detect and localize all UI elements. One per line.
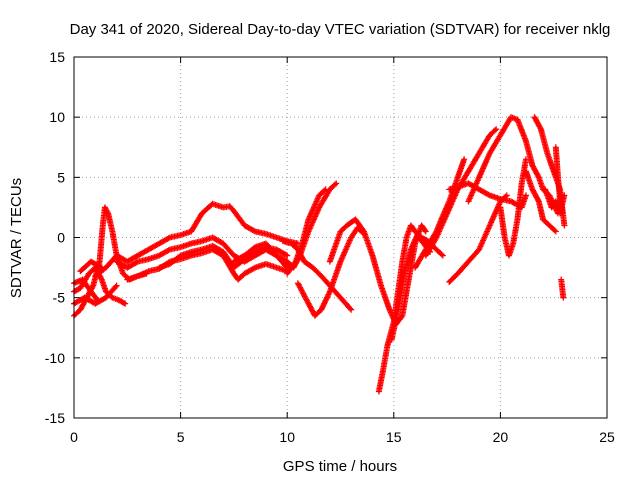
- data-point: [522, 156, 529, 163]
- plot-area: [71, 114, 568, 395]
- data-point: [347, 305, 354, 312]
- data-point: [535, 197, 542, 204]
- data-point: [112, 283, 119, 290]
- data-series: [71, 282, 120, 307]
- y-axis-label: SDTVAR / TECUs: [8, 178, 25, 298]
- data-point: [94, 297, 101, 304]
- data-point: [250, 227, 257, 234]
- data-point: [113, 282, 120, 289]
- y-tick-label: -10: [45, 350, 65, 366]
- x-tick-label: 20: [493, 429, 509, 445]
- data-point: [561, 192, 568, 199]
- data-series: [497, 156, 529, 259]
- y-tick-label: -15: [45, 410, 65, 426]
- data-series: [542, 186, 568, 217]
- data-series: [156, 242, 291, 271]
- data-series: [279, 238, 355, 313]
- plot-frame: [73, 56, 608, 419]
- data-point: [491, 127, 498, 134]
- data-series: [77, 258, 105, 275]
- x-tick-label: 5: [177, 429, 185, 445]
- data-point: [284, 252, 291, 259]
- y-tick-label: -5: [53, 290, 66, 306]
- axis-ticks: 0 5 10 15 20 25 -15 -10 -5 0 5 10 15: [45, 49, 615, 445]
- data-series: [71, 276, 101, 304]
- data-point: [461, 156, 468, 163]
- x-axis-label: GPS time / hours: [283, 458, 397, 475]
- data-point: [120, 299, 127, 306]
- data-point: [438, 251, 445, 258]
- data-point: [165, 247, 172, 254]
- data-point: [250, 265, 257, 272]
- data-point: [398, 313, 405, 320]
- data-series: [92, 200, 301, 280]
- data-point: [537, 124, 544, 131]
- data-point: [89, 283, 96, 290]
- data-point: [535, 172, 542, 179]
- y-tick-label: 0: [57, 230, 65, 246]
- x-tick-label: 25: [599, 429, 615, 445]
- data-point: [552, 228, 559, 235]
- data-point: [133, 259, 140, 266]
- data-point: [122, 300, 129, 307]
- data-point: [502, 193, 509, 200]
- data-point: [522, 192, 529, 199]
- data-point: [485, 191, 492, 198]
- data-point: [421, 227, 428, 234]
- data-series: [284, 186, 329, 277]
- data-series: [294, 224, 367, 319]
- x-tick-label: 15: [386, 429, 402, 445]
- y-tick-label: 15: [49, 49, 65, 65]
- x-tick-label: 10: [279, 429, 295, 445]
- data-point: [503, 192, 510, 199]
- data-point: [321, 187, 328, 194]
- data-point: [322, 186, 329, 193]
- data-point: [331, 181, 338, 188]
- data-point: [165, 235, 172, 242]
- data-point: [348, 306, 355, 313]
- data-point: [283, 263, 290, 270]
- data-point: [93, 295, 100, 302]
- data-point: [282, 251, 289, 258]
- x-tick-label: 0: [70, 429, 78, 445]
- data-point: [560, 294, 567, 301]
- data-point: [422, 228, 429, 235]
- grid: [74, 57, 607, 418]
- data-point: [493, 126, 500, 133]
- y-tick-label: 5: [57, 169, 65, 185]
- data-point: [551, 227, 558, 234]
- data-point: [333, 180, 340, 187]
- data-point: [439, 252, 446, 259]
- y-tick-label: 10: [49, 109, 65, 125]
- data-series: [558, 276, 567, 301]
- data-point: [98, 275, 105, 282]
- data-point: [561, 222, 568, 229]
- data-series: [326, 216, 429, 328]
- chart-title: Day 341 of 2020, Sidereal Day-to-day VTE…: [70, 21, 611, 38]
